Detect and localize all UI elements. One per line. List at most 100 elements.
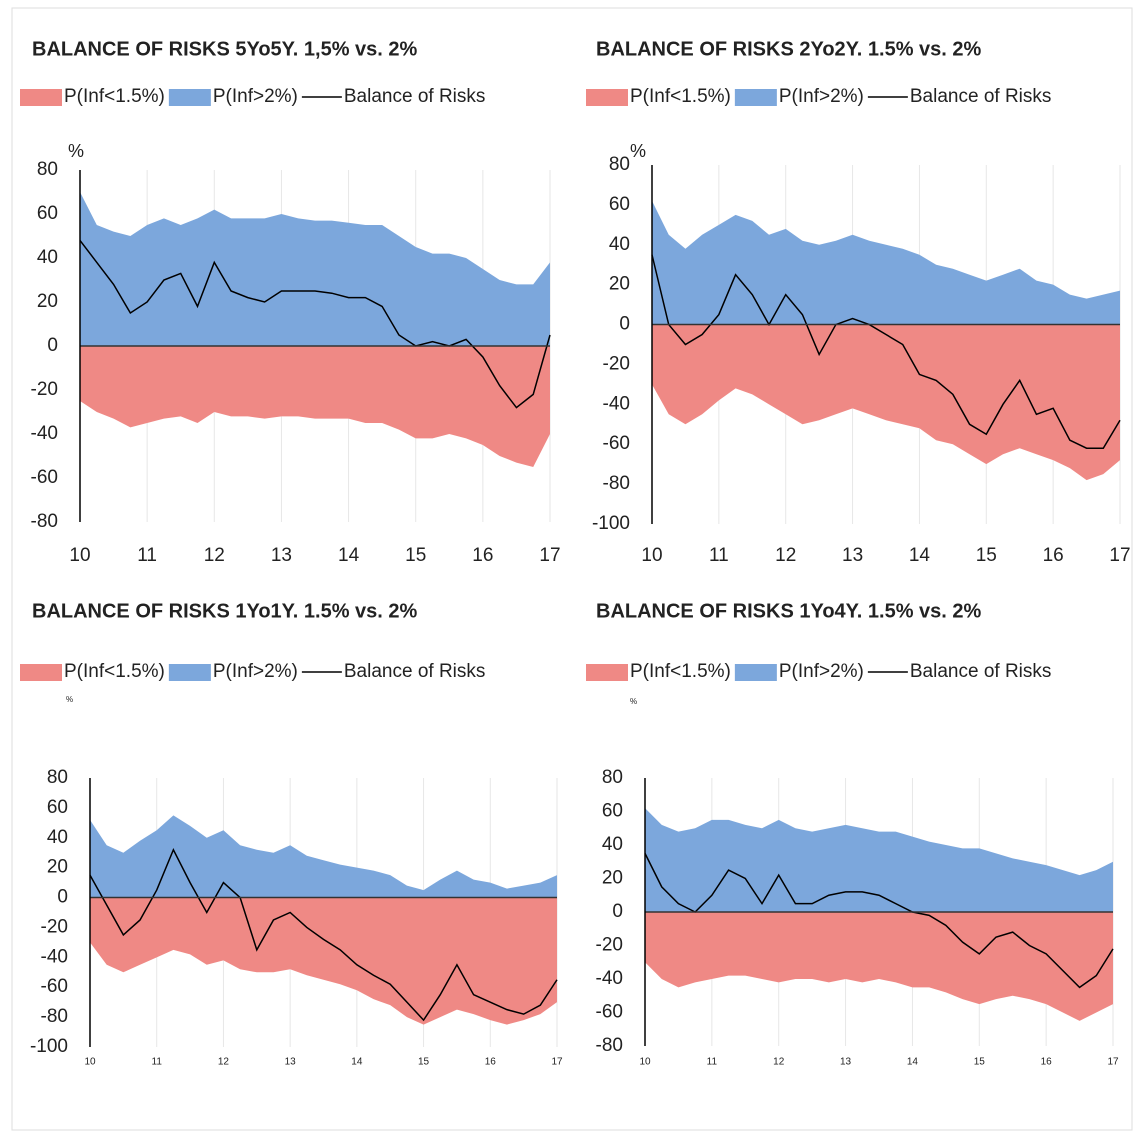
x-tick-label: 12	[218, 1057, 230, 1068]
y-axis-label: %	[630, 697, 637, 706]
x-tick-label: 17	[539, 545, 560, 566]
y-tick-label: 0	[57, 887, 68, 908]
area	[645, 912, 1113, 1021]
x-tick-label: 10	[641, 545, 662, 566]
area	[90, 897, 557, 1025]
x-tick-label: 12	[775, 545, 796, 566]
y-tick-label: 0	[619, 314, 630, 335]
x-tick-label: 13	[840, 1057, 852, 1068]
y-tick-label: 80	[602, 767, 623, 788]
chart-title: BALANCE OF RISKS 1Yo4Y. 1.5% vs. 2%	[596, 600, 982, 622]
y-tick-label: 80	[609, 154, 630, 175]
legend-label: Balance of Risks	[910, 86, 1052, 107]
y-tick-label: 40	[609, 234, 630, 255]
x-tick-label: 14	[351, 1057, 363, 1068]
legend-label: P(Inf<1.5%)	[630, 86, 731, 107]
x-tick-label: 16	[1041, 1057, 1053, 1068]
y-tick-label: 60	[37, 203, 58, 224]
y-tick-label: -80	[31, 511, 58, 532]
area	[80, 346, 550, 467]
chart-title: BALANCE OF RISKS 5Yo5Y. 1,5% vs. 2%	[32, 38, 418, 60]
legend-swatch	[20, 664, 62, 681]
legend-swatch	[586, 89, 628, 106]
area	[652, 324, 1120, 481]
y-tick-label: -40	[596, 968, 623, 989]
x-tick-label: 11	[152, 1057, 163, 1068]
y-tick-label: 80	[37, 159, 58, 180]
y-tick-label: 60	[602, 801, 623, 822]
y-axis-label: %	[68, 141, 84, 161]
legend-swatch	[734, 89, 777, 106]
x-tick-label: 11	[137, 545, 157, 566]
legend-label: P(Inf>2%)	[779, 86, 864, 107]
x-tick-label: 11	[707, 1057, 718, 1068]
chart-title: BALANCE OF RISKS 1Yo1Y. 1.5% vs. 2%	[32, 600, 418, 622]
legend-swatch	[20, 89, 62, 106]
x-tick-label: 10	[69, 545, 90, 566]
area	[90, 815, 557, 898]
y-tick-label: 0	[47, 335, 58, 356]
legend-swatch	[734, 664, 777, 681]
y-tick-label: -100	[30, 1036, 68, 1057]
x-tick-label: 14	[907, 1057, 919, 1068]
x-tick-label: 12	[204, 545, 225, 566]
line	[651, 254, 1121, 449]
y-tick-label: 20	[602, 868, 623, 889]
x-tick-label: 13	[271, 545, 292, 566]
line	[644, 853, 1114, 989]
y-tick-label: -80	[603, 473, 630, 494]
legend-label: P(Inf<1.5%)	[64, 86, 165, 107]
x-tick-label: 14	[909, 545, 931, 566]
legend-label: Balance of Risks	[344, 86, 486, 107]
legend-label: P(Inf<1.5%)	[64, 661, 165, 682]
x-tick-label: 16	[1043, 545, 1064, 566]
x-tick-label: 13	[285, 1057, 297, 1068]
legend-label: Balance of Risks	[344, 661, 486, 682]
x-tick-label: 12	[773, 1057, 785, 1068]
legend-swatch	[168, 89, 211, 106]
y-tick-label: -60	[596, 1002, 623, 1023]
x-tick-label: 15	[976, 545, 997, 566]
x-tick-label: 17	[551, 1057, 563, 1068]
frame	[11, 7, 1133, 1131]
y-tick-label: 20	[37, 291, 58, 312]
y-tick-label: 0	[612, 901, 623, 922]
y-tick-label: -40	[603, 393, 630, 414]
y-tick-label: 40	[47, 827, 68, 848]
legend-label: P(Inf<1.5%)	[630, 661, 731, 682]
y-tick-label: -20	[31, 379, 58, 400]
x-tick-label: 10	[639, 1057, 651, 1068]
legend-label: Balance of Risks	[910, 661, 1052, 682]
y-tick-label: -60	[31, 467, 58, 488]
x-tick-label: 15	[418, 1057, 430, 1068]
y-tick-label: 20	[47, 857, 68, 878]
legend-label: P(Inf>2%)	[213, 661, 298, 682]
y-tick-label: 60	[47, 797, 68, 818]
y-tick-label: 40	[37, 247, 58, 268]
x-tick-label: 10	[84, 1057, 96, 1068]
chart-title: BALANCE OF RISKS 2Yo2Y. 1.5% vs. 2%	[596, 38, 982, 60]
y-tick-label: -40	[41, 946, 68, 967]
line	[89, 847, 558, 1022]
y-tick-label: -80	[41, 1006, 68, 1027]
x-tick-label: 17	[1109, 545, 1130, 566]
y-tick-label: -100	[592, 513, 630, 534]
x-tick-label: 14	[338, 545, 360, 566]
y-tick-label: 20	[609, 274, 630, 295]
y-tick-label: -60	[603, 433, 630, 454]
x-tick-label: 11	[709, 545, 729, 566]
y-tick-label: -20	[603, 353, 630, 374]
y-tick-label: -60	[41, 976, 68, 997]
legend-swatch	[168, 664, 211, 681]
area	[80, 192, 550, 346]
x-tick-label: 16	[485, 1057, 497, 1068]
y-axis-label: %	[630, 141, 646, 161]
y-tick-label: 40	[602, 834, 623, 855]
area	[652, 200, 1120, 325]
x-tick-label: 16	[472, 545, 493, 566]
x-tick-label: 17	[1107, 1057, 1119, 1068]
y-axis-label: %	[66, 695, 73, 704]
legend-label: P(Inf>2%)	[213, 86, 298, 107]
y-tick-label: -40	[31, 423, 58, 444]
